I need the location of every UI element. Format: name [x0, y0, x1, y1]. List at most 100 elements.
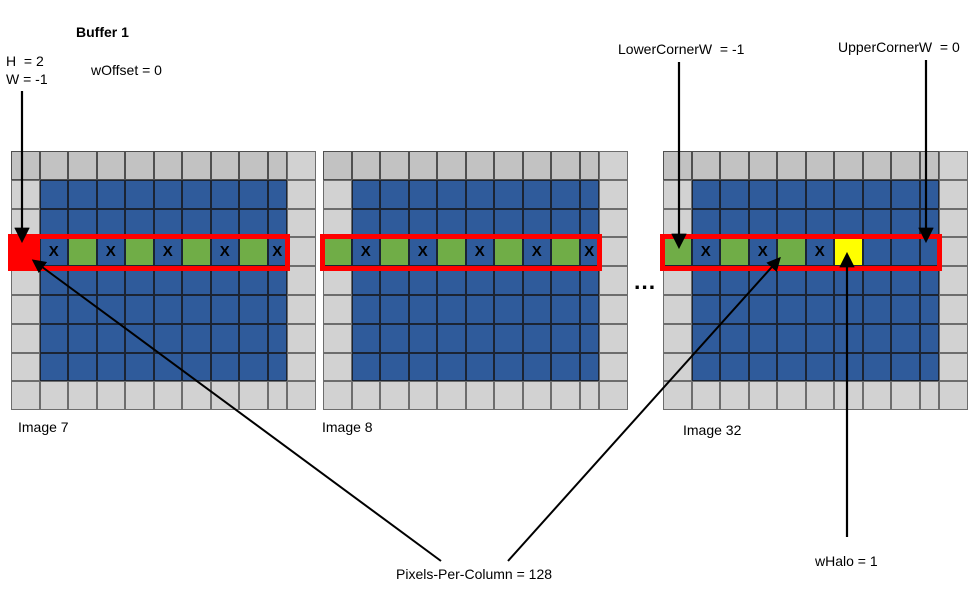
halo-border-cell — [408, 151, 437, 180]
halo-border-cell — [182, 381, 211, 411]
woffset-label: wOffset = 0 — [91, 62, 162, 78]
halo-border-cell — [351, 381, 380, 411]
halo-border-cell — [239, 151, 268, 180]
whalo-label: wHalo = 1 — [815, 553, 878, 569]
image-interior-cell — [919, 208, 939, 238]
image-interior-cell — [691, 352, 720, 382]
halo-border-cell — [891, 381, 920, 411]
image-interior-cell — [210, 266, 239, 295]
lower-corner-label: LowerCornerW = -1 — [618, 41, 745, 57]
halo-border-cell — [805, 381, 834, 411]
halo-border-cell — [834, 381, 863, 411]
image-interior-cell — [96, 352, 125, 382]
image-interior-cell — [437, 208, 466, 238]
image-interior-cell — [494, 352, 523, 382]
image-interior-cell — [210, 208, 239, 238]
image-8-caption: Image 8 — [322, 419, 373, 435]
image-7-caption: Image 7 — [18, 419, 69, 435]
image-interior-cell — [551, 323, 580, 353]
image-interior-cell — [862, 294, 891, 324]
halo-border-cell — [39, 151, 68, 180]
image-interior-cell — [919, 179, 939, 209]
image-interior-cell — [862, 266, 891, 295]
image-interior-cell — [408, 179, 437, 209]
halo-border-cell — [599, 208, 628, 238]
image-interior-cell — [891, 208, 920, 238]
halo-border-cell — [862, 381, 891, 411]
halo-border-cell — [287, 352, 316, 382]
image-interior-cell — [579, 294, 599, 324]
image-interior-cell — [380, 352, 409, 382]
pixels-per-column-cell — [239, 237, 268, 267]
image-interior-cell — [522, 323, 551, 353]
sampled-pixel-cell: X — [579, 237, 599, 267]
image-interior-cell — [691, 323, 720, 353]
image-interior-cell — [96, 208, 125, 238]
image-interior-cell — [494, 208, 523, 238]
image-interior-cell — [437, 294, 466, 324]
image-interior-cell — [465, 352, 494, 382]
image-interior-cell — [777, 179, 806, 209]
halo-border-cell — [210, 151, 239, 180]
image-interior-cell — [777, 294, 806, 324]
halo-border-cell — [11, 266, 40, 295]
image-interior-cell — [919, 294, 939, 324]
image-interior-cell — [153, 208, 182, 238]
halo-border-cell — [68, 381, 97, 411]
image-interior-cell — [862, 237, 891, 267]
image-interior-cell — [465, 179, 494, 209]
image-interior-cell — [68, 208, 97, 238]
image-interior-cell — [805, 323, 834, 353]
halo-border-cell — [599, 352, 628, 382]
image-interior-cell — [891, 352, 920, 382]
halo-border-cell — [494, 381, 523, 411]
halo-border-cell — [663, 352, 692, 382]
image-interior-cell — [351, 294, 380, 324]
halo-border-cell — [599, 381, 628, 411]
pixels-per-column-cell — [777, 237, 806, 267]
sampled-pixel-cell: X — [465, 237, 494, 267]
pixels-per-column-cell — [323, 237, 352, 267]
halo-border-cell — [11, 352, 40, 382]
sampled-pixel-cell: X — [39, 237, 68, 267]
image-interior-cell — [182, 266, 211, 295]
halo-border-cell — [805, 151, 834, 180]
image-interior-cell — [267, 266, 287, 295]
image-interior-cell — [125, 352, 154, 382]
image-interior-cell — [437, 352, 466, 382]
image-interior-cell — [210, 179, 239, 209]
image-interior-cell — [96, 179, 125, 209]
halo-border-cell — [11, 208, 40, 238]
image-interior-cell — [748, 323, 777, 353]
image-interior-cell — [408, 266, 437, 295]
image-interior-cell — [834, 323, 863, 353]
halo-border-cell — [663, 381, 692, 411]
halo-border-cell — [663, 208, 692, 238]
image-interior-cell — [239, 294, 268, 324]
image-interior-cell — [380, 266, 409, 295]
image-interior-cell — [834, 208, 863, 238]
pixels-per-column-cell — [663, 237, 692, 267]
halo-border-cell — [96, 381, 125, 411]
image-interior-cell — [720, 323, 749, 353]
image-interior-cell — [182, 179, 211, 209]
image-interior-cell — [862, 352, 891, 382]
h-param-label: H = 2 — [6, 53, 44, 69]
image-interior-cell — [777, 352, 806, 382]
halo-border-cell — [287, 323, 316, 353]
image-interior-cell — [805, 294, 834, 324]
halo-border-cell — [287, 208, 316, 238]
halo-border-cell — [68, 151, 97, 180]
image-interior-cell — [551, 352, 580, 382]
halo-border-cell — [96, 151, 125, 180]
halo-border-cell — [323, 208, 352, 238]
image-interior-cell — [805, 266, 834, 295]
image-interior-cell — [380, 323, 409, 353]
image-interior-cell — [834, 266, 863, 295]
image-interior-cell — [182, 352, 211, 382]
image-interior-cell — [210, 323, 239, 353]
image-interior-cell — [239, 323, 268, 353]
sampled-pixel-cell: X — [351, 237, 380, 267]
halo-border-cell — [125, 381, 154, 411]
halo-border-cell — [494, 151, 523, 180]
